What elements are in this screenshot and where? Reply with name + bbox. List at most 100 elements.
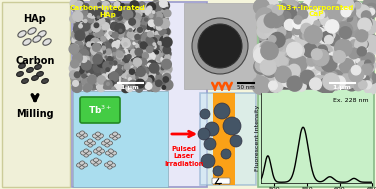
- Circle shape: [346, 62, 354, 70]
- Circle shape: [301, 58, 309, 66]
- Circle shape: [70, 15, 77, 23]
- Circle shape: [360, 17, 372, 29]
- Circle shape: [316, 50, 329, 63]
- Circle shape: [115, 69, 122, 76]
- Circle shape: [313, 54, 323, 63]
- Circle shape: [305, 27, 322, 44]
- Circle shape: [132, 10, 136, 14]
- Circle shape: [325, 82, 335, 92]
- Circle shape: [125, 40, 135, 49]
- Circle shape: [137, 77, 144, 83]
- Circle shape: [316, 45, 333, 62]
- Circle shape: [259, 43, 272, 55]
- Circle shape: [106, 20, 111, 25]
- Circle shape: [116, 40, 120, 44]
- Circle shape: [144, 41, 154, 50]
- Circle shape: [253, 43, 270, 60]
- Circle shape: [104, 18, 106, 20]
- Circle shape: [112, 48, 116, 51]
- Circle shape: [129, 63, 136, 70]
- Circle shape: [297, 82, 306, 91]
- Circle shape: [286, 62, 297, 73]
- Ellipse shape: [105, 143, 109, 147]
- Circle shape: [128, 53, 130, 56]
- Circle shape: [141, 2, 143, 5]
- Circle shape: [287, 32, 299, 44]
- Circle shape: [321, 27, 330, 36]
- Circle shape: [356, 56, 368, 67]
- Circle shape: [86, 74, 89, 77]
- Circle shape: [88, 75, 97, 84]
- Circle shape: [111, 74, 121, 84]
- Circle shape: [96, 15, 102, 21]
- Circle shape: [282, 58, 290, 66]
- Circle shape: [80, 29, 88, 37]
- Circle shape: [301, 23, 312, 34]
- Circle shape: [355, 39, 368, 52]
- Bar: [72, 2, 207, 187]
- Circle shape: [97, 59, 105, 67]
- Circle shape: [316, 9, 322, 15]
- Circle shape: [284, 73, 294, 82]
- Circle shape: [122, 19, 127, 23]
- Circle shape: [291, 22, 303, 35]
- Circle shape: [313, 35, 326, 48]
- Circle shape: [74, 76, 80, 81]
- Circle shape: [316, 1, 324, 10]
- Circle shape: [121, 62, 124, 65]
- Circle shape: [153, 34, 159, 41]
- Circle shape: [161, 23, 166, 28]
- Circle shape: [145, 83, 152, 89]
- Circle shape: [326, 82, 335, 91]
- Circle shape: [103, 43, 105, 46]
- Circle shape: [360, 68, 372, 79]
- Circle shape: [111, 22, 118, 30]
- Circle shape: [80, 49, 89, 58]
- Circle shape: [275, 26, 286, 37]
- Circle shape: [109, 62, 112, 64]
- Circle shape: [84, 6, 90, 12]
- Circle shape: [141, 8, 146, 12]
- Circle shape: [363, 0, 376, 14]
- Circle shape: [262, 74, 269, 81]
- Circle shape: [261, 41, 275, 55]
- Circle shape: [158, 37, 165, 44]
- Circle shape: [112, 24, 118, 29]
- Circle shape: [116, 19, 123, 26]
- Circle shape: [148, 55, 155, 63]
- Circle shape: [326, 28, 344, 46]
- Circle shape: [327, 52, 341, 66]
- Circle shape: [93, 28, 102, 36]
- Circle shape: [265, 78, 276, 89]
- Circle shape: [163, 74, 171, 81]
- Circle shape: [274, 65, 291, 82]
- Circle shape: [313, 44, 322, 54]
- Circle shape: [74, 2, 83, 11]
- Circle shape: [273, 17, 279, 24]
- Circle shape: [122, 16, 128, 22]
- Bar: [213, 93, 235, 185]
- Circle shape: [273, 34, 288, 49]
- Circle shape: [163, 80, 173, 90]
- Circle shape: [272, 43, 286, 57]
- Circle shape: [81, 29, 83, 32]
- Circle shape: [72, 83, 82, 92]
- Circle shape: [139, 73, 147, 81]
- Circle shape: [327, 79, 337, 88]
- Circle shape: [192, 18, 248, 74]
- Circle shape: [94, 30, 96, 32]
- Circle shape: [280, 57, 288, 65]
- Circle shape: [150, 57, 153, 60]
- Circle shape: [74, 9, 80, 15]
- Circle shape: [337, 0, 354, 14]
- Circle shape: [105, 78, 113, 86]
- Circle shape: [321, 32, 332, 43]
- Circle shape: [259, 44, 268, 53]
- Circle shape: [129, 70, 134, 75]
- Circle shape: [286, 57, 296, 68]
- Circle shape: [132, 83, 135, 87]
- Circle shape: [136, 67, 145, 76]
- Circle shape: [106, 68, 109, 71]
- Circle shape: [111, 76, 118, 84]
- Circle shape: [146, 63, 151, 68]
